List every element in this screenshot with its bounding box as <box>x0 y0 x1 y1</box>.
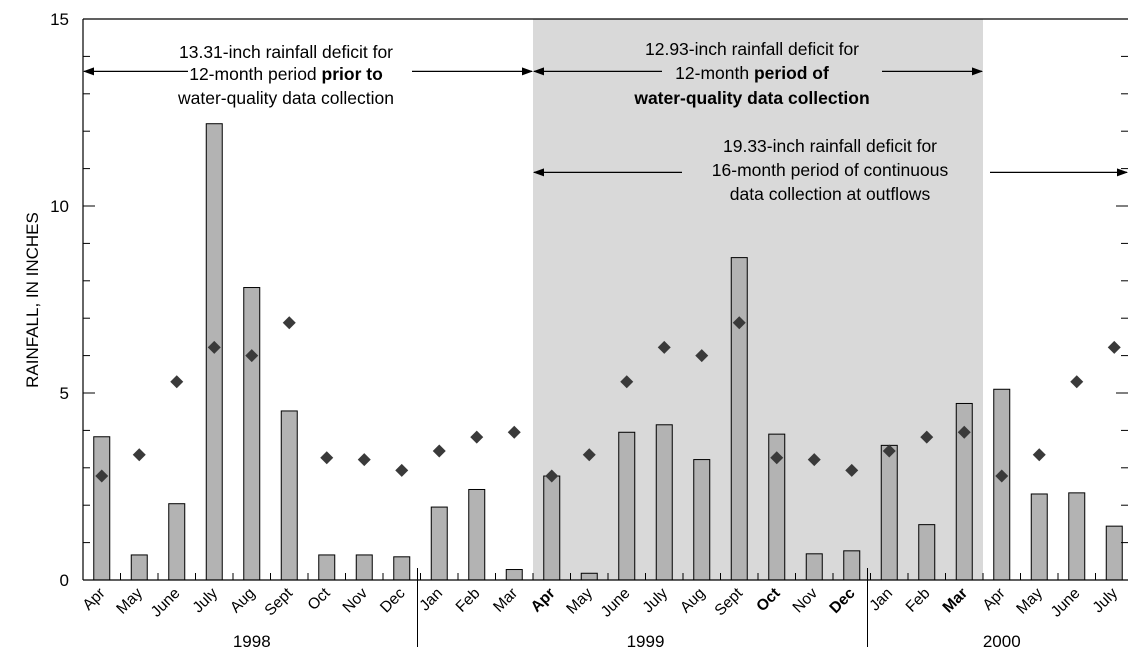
bar-jan-9 <box>430 506 448 581</box>
annotation-collection-line-3: water-quality data collection <box>633 88 869 108</box>
normal-point-17 <box>732 316 746 330</box>
y-tick-label-15: 15 <box>50 10 69 29</box>
normal-point-27 <box>1107 340 1121 354</box>
normal-point-20 <box>845 463 859 477</box>
normal-point-16 <box>695 349 709 363</box>
normal-point-3 <box>207 340 221 354</box>
y-axis-title: RAINFALL, IN INCHES <box>23 212 42 388</box>
normal-point-11 <box>507 425 521 439</box>
bar-apr-24 <box>993 388 1011 581</box>
annotation-collection-line-2: 12-month period of <box>675 63 829 83</box>
normal-point-15 <box>657 340 671 354</box>
normal-point-19 <box>807 453 821 467</box>
normal-point-5 <box>282 316 296 330</box>
bar-apr-12 <box>543 475 561 581</box>
bar-aug-16 <box>693 459 711 581</box>
bar-sept-17 <box>730 257 748 581</box>
annotation-prior-line-2: 12-month period prior to <box>189 64 383 84</box>
y-tick-label-10: 10 <box>50 197 69 216</box>
annotation-continuous-line-3: data collection at outflows <box>730 184 931 204</box>
shaded-period <box>533 19 983 580</box>
normal-point-14 <box>620 375 634 389</box>
bar-dec-8 <box>393 556 411 581</box>
bar-aug-4 <box>243 287 261 581</box>
arrow-2-right-head <box>1117 168 1128 177</box>
bar-june-26 <box>1068 492 1086 581</box>
bar-nov-7 <box>355 554 373 581</box>
normal-point-8 <box>395 463 409 477</box>
normal-point-7 <box>357 453 371 467</box>
normal-point-21 <box>882 444 896 458</box>
bar-july-15 <box>655 424 673 581</box>
bar-feb-10 <box>468 488 486 581</box>
annotation-prior-line-1: 13.31-inch rainfall deficit for <box>179 42 393 62</box>
normal-point-26 <box>1070 375 1084 389</box>
bar-may-1 <box>130 554 148 581</box>
bar-dec-20 <box>843 550 861 581</box>
arrow-0-left-head <box>83 67 94 76</box>
normal-point-18 <box>770 451 784 465</box>
normal-point-2 <box>170 375 184 389</box>
annotation-prior-line-3: water-quality data collection <box>177 88 394 108</box>
bar-july-27 <box>1105 525 1123 581</box>
annotation-prior-period: 13.31-inch rainfall deficit for 12-month… <box>177 42 394 108</box>
bar-june-14 <box>618 431 636 581</box>
year-label-1999: 1999 <box>627 632 665 651</box>
arrow-0-right-head <box>522 67 533 76</box>
bar-june-2 <box>168 503 186 581</box>
normal-point-0 <box>95 469 109 483</box>
arrow-1-left-head <box>533 67 544 76</box>
year-label-2000: 2000 <box>983 632 1021 651</box>
bar-jan-21 <box>880 444 898 581</box>
bar-sept-5 <box>280 410 298 581</box>
normal-point-10 <box>470 430 484 444</box>
normal-point-6 <box>320 451 334 465</box>
bar-mar-11 <box>505 569 523 581</box>
normal-point-12 <box>545 469 559 483</box>
annotation-continuous-line-1: 19.33-inch rainfall deficit for <box>723 136 937 156</box>
normal-point-25 <box>1032 448 1046 462</box>
annotation-continuous-line-2: 16-month period of continuous <box>712 160 949 180</box>
normal-point-22 <box>920 430 934 444</box>
annotation-collection-period: 12.93-inch rainfall deficit for 12-month… <box>633 39 869 108</box>
annotation-continuous-period: 19.33-inch rainfall deficit for 16-month… <box>712 136 949 204</box>
normal-point-23 <box>957 425 971 439</box>
y-tick-label-0: 0 <box>60 571 69 590</box>
normal-point-4 <box>245 349 259 363</box>
normal-point-9 <box>432 444 446 458</box>
bar-feb-22 <box>918 524 936 581</box>
bar-may-25 <box>1030 493 1048 581</box>
normal-point-24 <box>995 469 1009 483</box>
bar-apr-0 <box>93 436 111 581</box>
arrow-1-right-head <box>972 67 983 76</box>
annotation-collection-line-1: 12.93-inch rainfall deficit for <box>645 39 859 59</box>
bar-may-13 <box>580 572 598 581</box>
year-label-1998: 1998 <box>233 632 271 651</box>
bar-nov-19 <box>805 553 823 581</box>
bar-oct-6 <box>318 554 336 581</box>
y-tick-label-5: 5 <box>60 384 69 403</box>
arrow-2-left-head <box>533 168 544 177</box>
normal-point-13 <box>582 448 596 462</box>
normal-point-1 <box>132 448 146 462</box>
